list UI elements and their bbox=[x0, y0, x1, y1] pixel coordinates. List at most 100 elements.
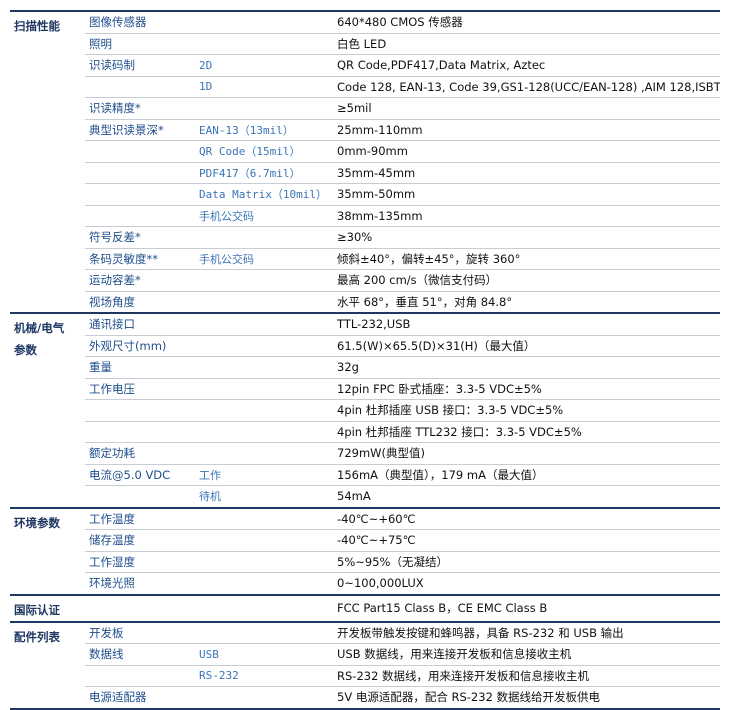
sub-label: 工作 bbox=[195, 464, 333, 486]
item-label bbox=[85, 665, 195, 687]
item-label bbox=[85, 205, 195, 227]
group-title-line: 配件列表 bbox=[14, 629, 60, 644]
spec-row: 符号反差* ≥30% bbox=[10, 226, 720, 249]
item-value: 5V 电源适配器，配合 RS-232 数据线给开发板供电 bbox=[333, 686, 720, 710]
item-label: 额定功耗 bbox=[85, 442, 195, 465]
item-value: 35mm-50mm bbox=[333, 183, 720, 206]
item-value: RS-232 数据线，用来连接开发板和信息接收主机 bbox=[333, 665, 720, 687]
group-title: 机械/电气参数 bbox=[10, 313, 85, 509]
group-title: 国际认证 bbox=[10, 594, 85, 623]
spec-row: 环境参数 工作温度 -40℃~+60℃ bbox=[10, 507, 720, 596]
item-value: 35mm-45mm bbox=[333, 162, 720, 184]
item-label: 视场角度 bbox=[85, 291, 195, 314]
group-title: 扫描性能 bbox=[10, 11, 85, 314]
item-label: 电流@5.0 VDC bbox=[85, 464, 195, 486]
sub-label: 手机公交码 bbox=[195, 205, 333, 227]
item-value: 12pin FPC 卧式插座：3.3-5 VDC±5% bbox=[333, 378, 720, 400]
item-value: USB 数据线，用来连接开发板和信息接收主机 bbox=[333, 643, 720, 666]
spec-row: 手机公交码 38mm-135mm bbox=[10, 205, 720, 227]
item-label bbox=[85, 399, 195, 422]
spec-row: 视场角度 水平 68°，垂直 51°，对角 84.8° bbox=[10, 291, 720, 314]
item-value: 156mA（典型值），179 mA（最大值） bbox=[333, 464, 720, 486]
spec-row: 典型识读景深* EAN-13（13mil） 25mm-110mm bbox=[10, 119, 720, 141]
item-value: 0mm-90mm bbox=[333, 140, 720, 163]
item-label: 通讯接口 bbox=[85, 313, 195, 336]
item-label: 符号反差* bbox=[85, 226, 195, 249]
spec-row: 运动容差* 最高 200 cm/s（微信支付码） bbox=[10, 269, 720, 292]
item-value: 白色 LED bbox=[333, 33, 720, 55]
item-value: TTL-232,USB bbox=[333, 313, 720, 336]
sub-label: EAN-13（13mil） bbox=[195, 119, 333, 141]
spec-row: 国际认证 FCC Part15 Class B，CE EMC Class B bbox=[10, 594, 720, 623]
item-value: 5%~95%（无凝结） bbox=[333, 551, 720, 573]
item-value: FCC Part15 Class B，CE EMC Class B bbox=[333, 594, 720, 623]
sub-label bbox=[195, 97, 333, 120]
sub-label bbox=[195, 335, 333, 357]
spec-row: QR Code（15mil） 0mm-90mm bbox=[10, 140, 720, 163]
sub-label bbox=[195, 356, 333, 379]
spec-row: 储存温度 -40℃~+75℃ bbox=[10, 529, 720, 552]
sub-label bbox=[195, 378, 333, 400]
item-label: 数据线 bbox=[85, 643, 195, 666]
item-label: 识读精度* bbox=[85, 97, 195, 120]
item-value: 729mW(典型值) bbox=[333, 442, 720, 465]
sub-label: USB bbox=[195, 643, 333, 666]
item-value: 最高 200 cm/s（微信支付码） bbox=[333, 269, 720, 292]
spec-row: 1D Code 128, EAN-13, Code 39,GS1-128(UCC/… bbox=[10, 76, 720, 98]
sub-label bbox=[195, 291, 333, 314]
sub-label bbox=[195, 572, 333, 596]
spec-row: RS-232 RS-232 数据线，用来连接开发板和信息接收主机 bbox=[10, 665, 720, 687]
sub-label bbox=[195, 33, 333, 55]
spec-row: 电源适配器 5V 电源适配器，配合 RS-232 数据线给开发板供电 bbox=[10, 686, 720, 710]
item-value: 54mA bbox=[333, 485, 720, 509]
item-label: 重量 bbox=[85, 356, 195, 379]
item-label bbox=[85, 76, 195, 98]
spec-row: 重量 32g bbox=[10, 356, 720, 379]
item-label bbox=[85, 183, 195, 206]
item-label: 条码灵敏度** bbox=[85, 248, 195, 270]
spec-row: 配件列表 开发板 开发板带触发按键和蜂鸣器，具备 RS-232 和 USB 输出 bbox=[10, 621, 720, 710]
item-value: 开发板带触发按键和蜂鸣器，具备 RS-232 和 USB 输出 bbox=[333, 621, 720, 644]
item-label: 环境光照 bbox=[85, 572, 195, 596]
group-title-line: 参数 bbox=[14, 343, 37, 357]
item-value: 水平 68°，垂直 51°，对角 84.8° bbox=[333, 291, 720, 314]
sub-label: Data Matrix（10mil） bbox=[195, 183, 333, 206]
item-value: 4pin 杜邦插座 TTL232 接口：3.3-5 VDC±5% bbox=[333, 421, 720, 443]
spec-row: 数据线 USB USB 数据线，用来连接开发板和信息接收主机 bbox=[10, 643, 720, 666]
group-title: 环境参数 bbox=[10, 507, 85, 596]
group-title-line: 机械/电气 bbox=[14, 321, 65, 335]
item-label: 外观尺寸(mm) bbox=[85, 335, 195, 357]
spec-row: 工作电压 12pin FPC 卧式插座：3.3-5 VDC±5% bbox=[10, 378, 720, 400]
spec-row: 电流@5.0 VDC 工作 156mA（典型值），179 mA（最大值） bbox=[10, 464, 720, 486]
spec-row: 条码灵敏度** 手机公交码 倾斜±40°，偏转±45°，旋转 360° bbox=[10, 248, 720, 270]
item-label: 典型识读景深* bbox=[85, 119, 195, 141]
sub-label: 待机 bbox=[195, 485, 333, 509]
item-label bbox=[85, 140, 195, 163]
item-label: 照明 bbox=[85, 33, 195, 55]
item-label: 工作电压 bbox=[85, 378, 195, 400]
item-value: 4pin 杜邦插座 USB 接口：3.3-5 VDC±5% bbox=[333, 399, 720, 422]
spec-row: 4pin 杜邦插座 TTL232 接口：3.3-5 VDC±5% bbox=[10, 421, 720, 443]
item-label: 工作湿度 bbox=[85, 551, 195, 573]
sub-label: PDF417（6.7mil） bbox=[195, 162, 333, 184]
group-title: 配件列表 bbox=[10, 621, 85, 710]
sub-label bbox=[195, 399, 333, 422]
item-label: 电源适配器 bbox=[85, 686, 195, 710]
spec-row: 4pin 杜邦插座 USB 接口：3.3-5 VDC±5% bbox=[10, 399, 720, 422]
item-value: ≥30% bbox=[333, 226, 720, 249]
spec-row: 外观尺寸(mm) 61.5(W)×65.5(D)×31(H)（最大值） bbox=[10, 335, 720, 357]
sub-label bbox=[195, 621, 333, 644]
sub-label: RS-232 bbox=[195, 665, 333, 687]
sub-label bbox=[195, 507, 333, 530]
item-value: QR Code,PDF417,Data Matrix, Aztec bbox=[333, 54, 720, 77]
item-value: -40℃~+75℃ bbox=[333, 529, 720, 552]
item-label: 工作温度 bbox=[85, 507, 195, 530]
sub-label: QR Code（15mil） bbox=[195, 140, 333, 163]
item-label: 识读码制 bbox=[85, 54, 195, 77]
item-label bbox=[85, 485, 195, 509]
group-title-line: 扫描性能 bbox=[14, 19, 60, 33]
item-value: ≥5mil bbox=[333, 97, 720, 120]
spec-row: 待机 54mA bbox=[10, 485, 720, 509]
spec-row: 扫描性能 图像传感器 640*480 CMOS 传感器 bbox=[10, 11, 720, 314]
